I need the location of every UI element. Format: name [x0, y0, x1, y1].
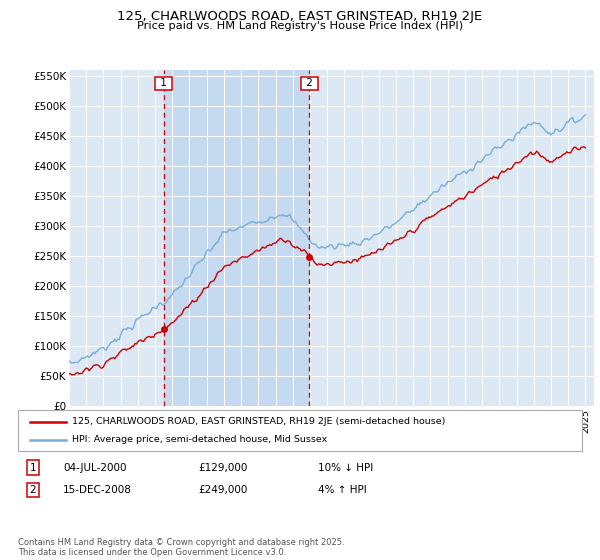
- Text: 4% ↑ HPI: 4% ↑ HPI: [318, 485, 367, 495]
- Text: £129,000: £129,000: [198, 463, 247, 473]
- Text: 2: 2: [303, 78, 316, 88]
- Text: HPI: Average price, semi-detached house, Mid Sussex: HPI: Average price, semi-detached house,…: [72, 435, 327, 444]
- Bar: [164, 70, 309, 406]
- Text: 15-DEC-2008: 15-DEC-2008: [63, 485, 132, 495]
- Text: 1: 1: [157, 78, 170, 88]
- Text: Contains HM Land Registry data © Crown copyright and database right 2025.
This d: Contains HM Land Registry data © Crown c…: [18, 538, 344, 557]
- Text: Price paid vs. HM Land Registry's House Price Index (HPI): Price paid vs. HM Land Registry's House …: [137, 21, 463, 31]
- Text: 125, CHARLWOODS ROAD, EAST GRINSTEAD, RH19 2JE: 125, CHARLWOODS ROAD, EAST GRINSTEAD, RH…: [118, 10, 482, 23]
- Text: 04-JUL-2000: 04-JUL-2000: [63, 463, 127, 473]
- Text: £249,000: £249,000: [198, 485, 247, 495]
- Text: 2: 2: [29, 485, 37, 495]
- Text: 10% ↓ HPI: 10% ↓ HPI: [318, 463, 373, 473]
- Text: 1: 1: [29, 463, 37, 473]
- Text: 125, CHARLWOODS ROAD, EAST GRINSTEAD, RH19 2JE (semi-detached house): 125, CHARLWOODS ROAD, EAST GRINSTEAD, RH…: [72, 417, 445, 426]
